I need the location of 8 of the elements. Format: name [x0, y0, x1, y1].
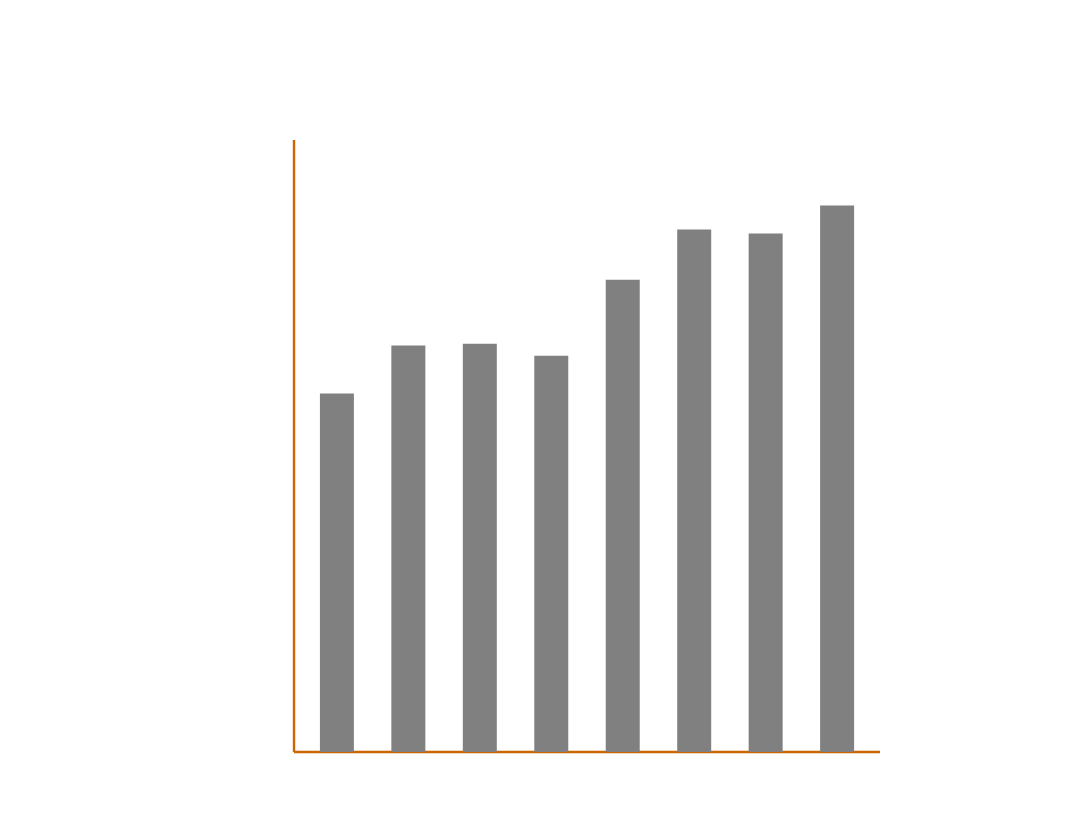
bar: [534, 355, 569, 752]
bar: [748, 233, 783, 752]
bar: [677, 229, 712, 752]
bar: [462, 343, 497, 752]
bar: [319, 393, 354, 752]
bar: [820, 205, 855, 752]
bar: [391, 345, 426, 752]
bar: [605, 279, 640, 752]
